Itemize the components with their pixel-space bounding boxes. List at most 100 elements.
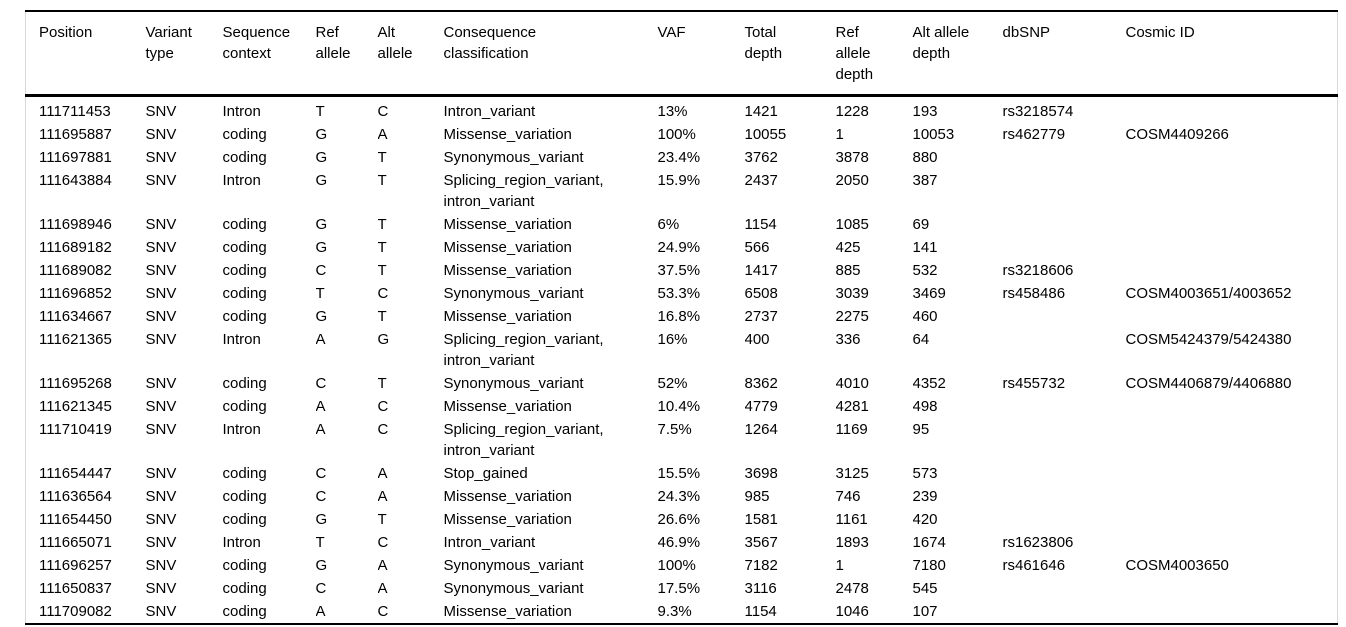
cell-alt-allele-depth: 880 — [912, 149, 938, 166]
table-row: 111643884 SNV Intron G T Splicing_region_vari… — [26, 169, 1338, 213]
cell-total-depth: 3762 — [744, 149, 778, 166]
cell-alt-allele: G — [377, 331, 390, 348]
cell-alt-allele: T — [377, 308, 387, 325]
cell-consequence-classification: Splicing_region_variant, intron_variant — [443, 172, 604, 210]
cell-alt-allele-depth: 1674 — [912, 534, 946, 551]
cell-total-depth: 6508 — [744, 285, 778, 302]
cell-vaf: 15.5% — [657, 465, 701, 482]
table-row: 111695887 SNV coding G A Missense_variation 10… — [26, 123, 1338, 146]
table-row: 111710419 SNV Intron A C Splicing_region_vari… — [26, 418, 1338, 462]
cell-dbsnp — [1003, 508, 1126, 531]
cell-position: 111689082 — [39, 262, 112, 279]
cell-cosmic-id — [1126, 169, 1338, 213]
cell-total-depth: 1581 — [744, 511, 778, 528]
cell-variant-type: SNV — [145, 239, 177, 256]
cell-alt-allele: T — [377, 239, 387, 256]
cell-alt-allele-depth: 4352 — [912, 375, 946, 392]
cell-vaf: 10.4% — [657, 398, 701, 415]
cell-vaf: 100% — [657, 557, 696, 574]
cell-consequence-classification: Missense_variation — [443, 603, 572, 620]
cell-sequence-context: coding — [222, 557, 267, 574]
cell-position: 111634667 — [39, 308, 112, 325]
cell-ref-allele: G — [315, 216, 328, 233]
cell-alt-allele: A — [377, 465, 388, 482]
cell-cosmic-id — [1126, 600, 1338, 624]
cell-dbsnp — [1003, 328, 1126, 372]
cell-cosmic-id — [1126, 508, 1338, 531]
cell-sequence-context: Intron — [222, 421, 261, 438]
cell-ref-allele-depth: 885 — [835, 262, 861, 279]
cell-alt-allele: T — [377, 149, 387, 166]
cell-ref-allele-depth: 3878 — [835, 149, 869, 166]
cell-total-depth: 4779 — [744, 398, 778, 415]
cell-ref-allele-depth: 3125 — [835, 465, 869, 482]
cell-cosmic-id: COSM4409266 — [1125, 126, 1229, 143]
table-header: Position Variant type Sequence context Ref … — [25, 11, 1338, 96]
cell-position: 111650837 — [39, 580, 112, 597]
cell-position: 111695268 — [39, 375, 112, 392]
cell-dbsnp: rs461646 — [1002, 557, 1066, 574]
cell-cosmic-id: COSM4406879/4406880 — [1125, 375, 1292, 392]
cell-sequence-context: coding — [222, 603, 267, 620]
cell-alt-allele-depth: 193 — [912, 103, 938, 120]
cell-alt-allele: A — [377, 557, 388, 574]
cell-ref-allele-depth: 425 — [835, 239, 861, 256]
cell-ref-allele: T — [315, 534, 325, 551]
cell-total-depth: 3116 — [744, 580, 777, 597]
cell-sequence-context: coding — [222, 398, 267, 415]
cell-ref-allele-depth: 2275 — [835, 308, 869, 325]
cell-consequence-classification: Missense_variation — [443, 126, 572, 143]
cell-dbsnp — [1003, 600, 1126, 624]
cell-dbsnp — [1003, 395, 1126, 418]
table-header-row: Position Variant type Sequence context Ref … — [26, 11, 1338, 96]
cell-total-depth: 1154 — [744, 216, 777, 233]
cell-cosmic-id — [1126, 485, 1338, 508]
table-row: 111621345 SNV coding A C Missense_variation 10… — [26, 395, 1338, 418]
cell-cosmic-id — [1126, 577, 1338, 600]
cell-cosmic-id — [1126, 305, 1338, 328]
cell-total-depth: 566 — [744, 239, 770, 256]
cell-total-depth: 1154 — [744, 603, 777, 620]
cell-alt-allele-depth: 64 — [912, 331, 930, 348]
cell-cosmic-id — [1126, 395, 1338, 418]
cell-ref-allele: C — [315, 375, 327, 392]
cell-vaf: 26.6% — [657, 511, 701, 528]
column-header-alt-allele: Alt allele — [377, 24, 413, 62]
cell-sequence-context: Intron — [222, 331, 261, 348]
cell-variant-type: SNV — [145, 285, 177, 302]
cell-alt-allele-depth: 69 — [912, 216, 930, 233]
cell-variant-type: SNV — [145, 103, 177, 120]
cell-alt-allele-depth: 10053 — [912, 126, 955, 143]
column-header-alt-allele-depth: Alt allele depth — [912, 24, 970, 62]
cell-variant-type: SNV — [145, 534, 177, 551]
cell-alt-allele-depth: 239 — [912, 488, 938, 505]
cell-ref-allele-depth: 1046 — [835, 603, 869, 620]
cell-variant-type: SNV — [145, 511, 177, 528]
cell-sequence-context: coding — [222, 511, 267, 528]
cell-consequence-classification: Intron_variant — [443, 103, 536, 120]
cell-alt-allele-depth: 387 — [912, 172, 938, 189]
cell-consequence-classification: Synonymous_variant — [443, 375, 584, 392]
cell-vaf: 17.5% — [657, 580, 701, 597]
cell-vaf: 16% — [657, 331, 688, 348]
cell-vaf: 9.3% — [657, 603, 692, 620]
cell-position: 111696257 — [39, 557, 112, 574]
table-row: 111654447 SNV coding C A Stop_gained 15.5% 3698… — [26, 462, 1338, 485]
cell-cosmic-id — [1126, 146, 1338, 169]
cell-dbsnp: rs3218574 — [1002, 103, 1074, 120]
cell-alt-allele-depth: 460 — [912, 308, 938, 325]
cell-alt-allele: C — [377, 603, 389, 620]
cell-consequence-classification: Missense_variation — [443, 262, 572, 279]
cell-total-depth: 2437 — [744, 172, 778, 189]
cell-ref-allele: T — [315, 103, 325, 120]
cell-cosmic-id — [1126, 531, 1338, 554]
table-row: 111696257 SNV coding G A Synonymous_variant 10… — [26, 554, 1338, 577]
cell-variant-type: SNV — [145, 172, 177, 189]
cell-ref-allele: C — [315, 580, 327, 597]
cell-variant-type: SNV — [145, 126, 177, 143]
cell-alt-allele: T — [377, 172, 387, 189]
cell-dbsnp: rs458486 — [1002, 285, 1066, 302]
cell-dbsnp — [1003, 485, 1126, 508]
column-header-vaf: VAF — [657, 24, 686, 41]
